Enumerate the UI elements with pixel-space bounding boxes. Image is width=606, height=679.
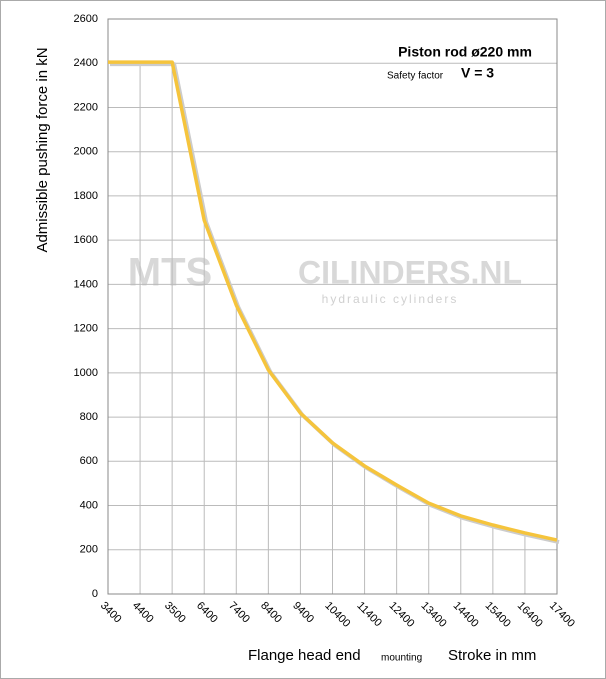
y-tick-label: 400 — [80, 499, 98, 511]
y-tick-label: 0 — [92, 588, 98, 600]
y-tick-label: 1200 — [74, 323, 98, 335]
watermark: MTS — [128, 251, 212, 295]
y-tick-label: 1800 — [74, 190, 98, 202]
y-tick-label: 2200 — [74, 101, 98, 113]
y-tick-label: 2400 — [74, 57, 98, 69]
y-tick-label: 1600 — [74, 234, 98, 246]
x-axis-label: Stroke in mm — [448, 647, 536, 664]
y-tick-label: 200 — [80, 544, 98, 556]
y-tick-label: 600 — [80, 455, 98, 467]
x-axis-label: mounting — [381, 653, 422, 664]
annotation: Safety factor — [387, 71, 444, 82]
y-tick-label: 1400 — [74, 278, 98, 290]
y-tick-label: 800 — [80, 411, 98, 423]
y-tick-label: 2000 — [74, 146, 98, 158]
annotation: Piston rod ø220 mm — [398, 44, 532, 60]
annotation: V = 3 — [461, 65, 494, 81]
watermark: CILINDERS.NL — [298, 254, 522, 290]
watermark: hydraulic cylinders — [322, 292, 459, 306]
y-tick-label: 2600 — [74, 13, 98, 25]
y-tick-label: 1000 — [74, 367, 98, 379]
x-axis-label: Flange head end — [248, 647, 361, 664]
series-line — [108, 60, 558, 542]
plot-border — [107, 18, 558, 595]
y-axis-label: Admissible pushing force in kN — [34, 47, 51, 252]
